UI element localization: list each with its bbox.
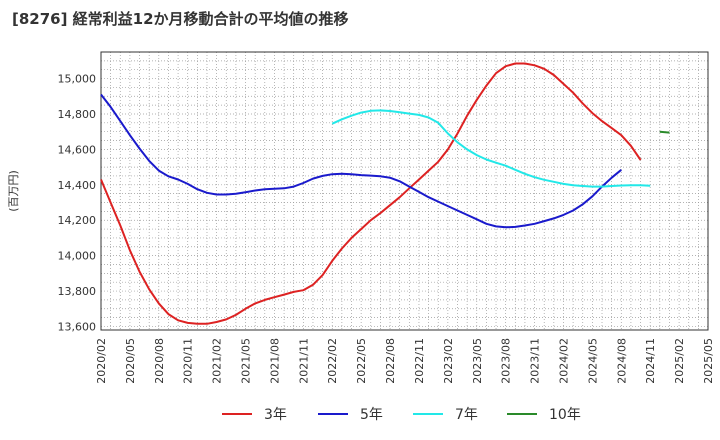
- x-tick-label: 2021/08: [268, 338, 281, 384]
- x-tick-label: 2024/05: [586, 338, 599, 384]
- chart-title: [8276] 経常利益12か月移動合計の平均値の推移: [12, 10, 349, 28]
- x-tick-label: 2022/11: [413, 338, 426, 384]
- x-tick-label: 2023/08: [500, 338, 513, 384]
- grid: [101, 51, 708, 330]
- x-tick-label: 2025/02: [673, 338, 686, 384]
- series-line-10年: [659, 130, 670, 134]
- x-tick-label: 2025/05: [702, 338, 715, 384]
- y-tick-label: 14,600: [58, 143, 97, 156]
- legend: 3年 5年 7年 10年: [222, 407, 581, 423]
- plot-frame: [100, 51, 709, 331]
- series-line-7年: [331, 109, 651, 188]
- x-tick-label: 2023/02: [442, 338, 455, 384]
- x-tick-label: 2022/02: [326, 338, 339, 384]
- x-tick-label: 2020/08: [153, 338, 166, 384]
- y-tick-label: 14,400: [58, 179, 97, 192]
- x-tick-label: 2020/02: [95, 338, 108, 384]
- x-tick-label: 2020/11: [182, 338, 195, 384]
- x-tick-label: 2020/05: [124, 338, 137, 384]
- x-tick-label: 2021/05: [240, 338, 253, 384]
- y-axis-label: (百万円): [7, 170, 20, 212]
- x-tick-label: 2021/02: [211, 338, 224, 384]
- legend-label: 3年: [264, 407, 287, 423]
- y-tick-label: 14,800: [58, 108, 97, 121]
- series-line-3年: [100, 62, 642, 325]
- series-lines: [100, 62, 670, 325]
- series-line-5年: [100, 93, 622, 229]
- x-tick-label: 2023/11: [529, 338, 542, 384]
- x-tick-label: 2022/08: [384, 338, 397, 384]
- legend-label: 10年: [549, 407, 581, 423]
- x-tick-label: 2021/11: [297, 338, 310, 384]
- y-tick-label: 15,000: [58, 73, 97, 86]
- y-tick-label: 14,200: [58, 214, 97, 227]
- x-tick-label: 2024/08: [615, 338, 628, 384]
- x-tick-label: 2022/05: [355, 338, 368, 384]
- x-tick-label: 2023/05: [471, 338, 484, 384]
- y-tick-label: 13,600: [58, 320, 97, 333]
- x-tick-label: 2024/11: [644, 338, 657, 384]
- y-tick-label: 13,800: [58, 285, 97, 298]
- legend-label: 7年: [455, 407, 478, 423]
- x-tick-label: 2024/02: [557, 338, 570, 384]
- legend-label: 5年: [360, 407, 383, 423]
- y-tick-label: 14,000: [58, 250, 97, 263]
- axes: 13,600 13,800 14,000 14,200 14,400 14,600 14,8…: [7, 51, 715, 384]
